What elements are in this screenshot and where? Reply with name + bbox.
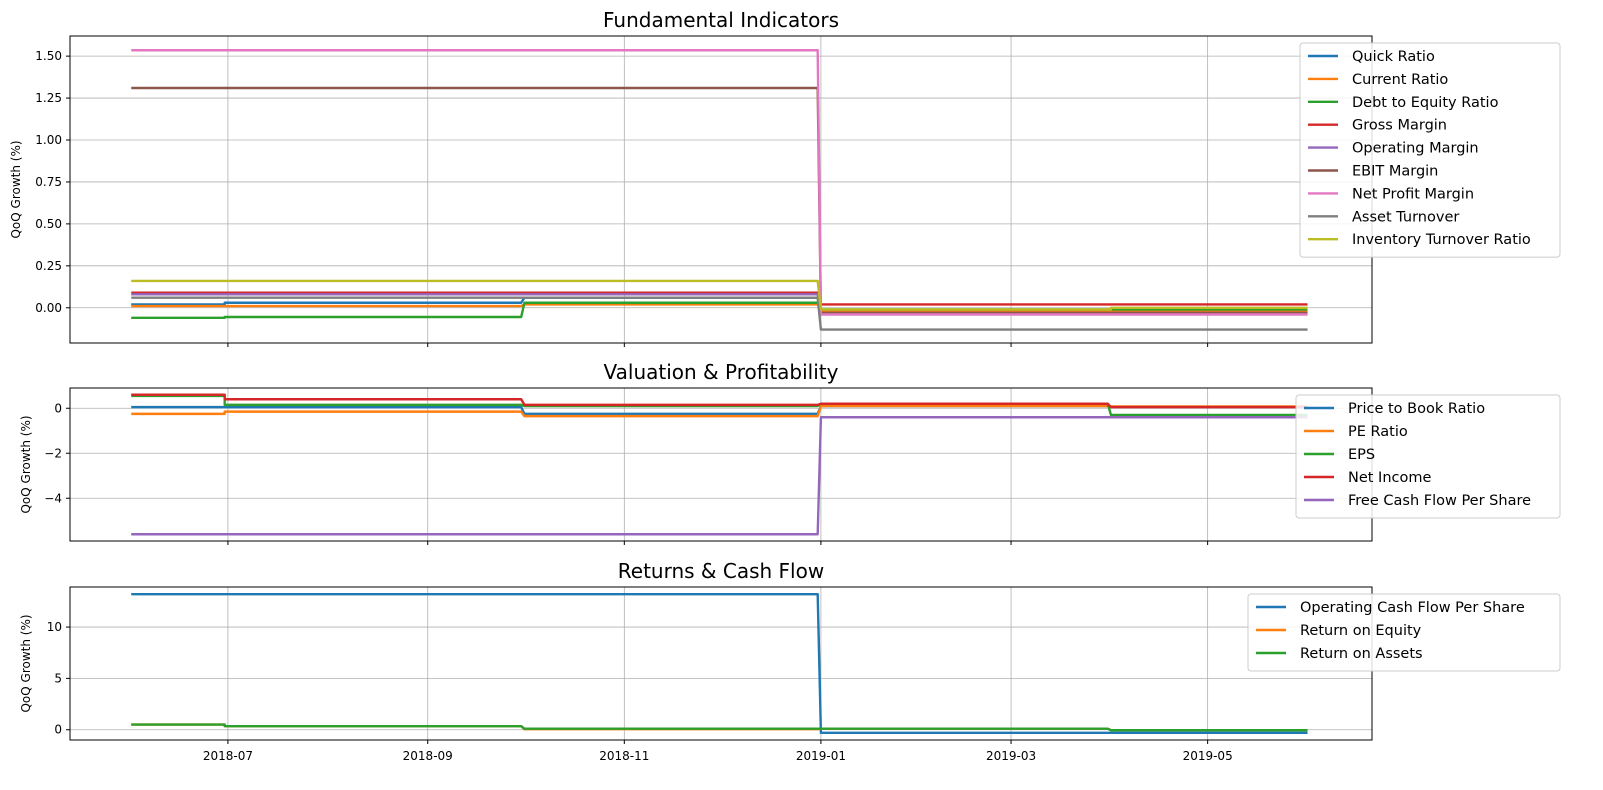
legend-label: Net Profit Margin: [1352, 186, 1474, 202]
legend-label: Gross Margin: [1352, 118, 1447, 134]
x-tick-label: 2018-07: [203, 749, 253, 763]
y-tick-label: 10: [47, 620, 62, 634]
legend-box: [1247, 593, 1561, 672]
legend-label: EPS: [1348, 447, 1375, 463]
legend: Operating Cash Flow Per Share Return on E…: [1247, 593, 1561, 672]
y-tick-label: 1.25: [35, 91, 62, 105]
legend-label: Net Income: [1348, 470, 1431, 486]
y-tick-label: 0.25: [35, 259, 62, 273]
chart-title: Fundamental Indicators: [603, 8, 839, 32]
y-tick-label: −2: [44, 446, 62, 460]
x-tick-label: 2018-11: [599, 749, 649, 763]
x-tick-label: 2019-01: [796, 749, 846, 763]
y-axis-label: QoQ Growth (%): [19, 614, 33, 712]
legend-label: Free Cash Flow Per Share: [1348, 493, 1531, 509]
legend-label: Debt to Equity Ratio: [1352, 95, 1499, 111]
legend: Quick Ratio Current Ratio Debt to Equity R…: [1299, 42, 1561, 258]
y-tick-label: 0: [54, 723, 62, 737]
legend-box: [1295, 394, 1561, 519]
series-line-net-profit-margin: [131, 49, 1308, 316]
y-tick-label: 1.00: [35, 133, 62, 147]
x-tick-label: 2018-09: [403, 749, 453, 763]
series-group: [131, 592, 1308, 735]
legend-label: Price to Book Ratio: [1348, 401, 1485, 417]
series-line-free-cash-flow-per-share: [131, 416, 1308, 536]
series-group: [131, 393, 1308, 536]
y-tick-label: 5: [54, 671, 62, 685]
series-line-asset-turnover: [131, 296, 1308, 331]
series-line-return-on-assets: [131, 723, 1308, 732]
legend-label: PE Ratio: [1348, 424, 1408, 440]
legend: Price to Book Ratio PE Ratio EPS Net Income…: [1295, 394, 1561, 519]
legend-label: Operating Cash Flow Per Share: [1300, 600, 1525, 616]
y-tick-label: 0.75: [35, 175, 62, 189]
legend-label: EBIT Margin: [1352, 164, 1438, 180]
legend-label: Operating Margin: [1352, 141, 1479, 157]
chart-title: Valuation & Profitability: [604, 360, 839, 384]
series-line-net-income: [131, 393, 1308, 409]
y-tick-label: −4: [44, 491, 62, 505]
series-group: [131, 49, 1308, 331]
legend-label: Inventory Turnover Ratio: [1352, 232, 1531, 248]
legend-box: [1299, 42, 1561, 258]
y-axis-label: QoQ Growth (%): [19, 415, 33, 513]
chart-title: Returns & Cash Flow: [618, 559, 824, 583]
y-tick-label: 1.50: [35, 49, 62, 63]
plot-area: [70, 587, 1372, 740]
y-tick-label: 0: [54, 401, 62, 415]
legend-label: Return on Equity: [1300, 623, 1422, 639]
y-tick-label: 0.50: [35, 217, 62, 231]
legend-label: Asset Turnover: [1352, 209, 1459, 225]
legend-label: Return on Assets: [1300, 646, 1423, 662]
legend-label: Quick Ratio: [1352, 49, 1435, 65]
x-tick-label: 2019-05: [1183, 749, 1233, 763]
x-tick-label: 2019-03: [986, 749, 1036, 763]
series-line-inventory-turnover-ratio: [131, 279, 1308, 311]
series-line-current-ratio: [131, 303, 1308, 313]
y-tick-label: 0.00: [35, 301, 62, 315]
panel-returns-cash-flow: 2018-07 2018-09 2018-11 2019-01 2019-03 2019-…: [19, 559, 1561, 763]
y-axis-label: QoQ Growth (%): [9, 140, 23, 238]
panel-fundamental-indicators: 0.00 0.25 0.50 0.75 1.00 1.25 1.50 Fundamental …: [9, 8, 1561, 347]
legend-label: Current Ratio: [1352, 72, 1448, 88]
series-line-operating-cash-flow-per-share: [131, 592, 1308, 735]
panel-valuation-profitability: −4 −2 0 Valuation & Profitability QoQ Growth…: [19, 360, 1561, 545]
